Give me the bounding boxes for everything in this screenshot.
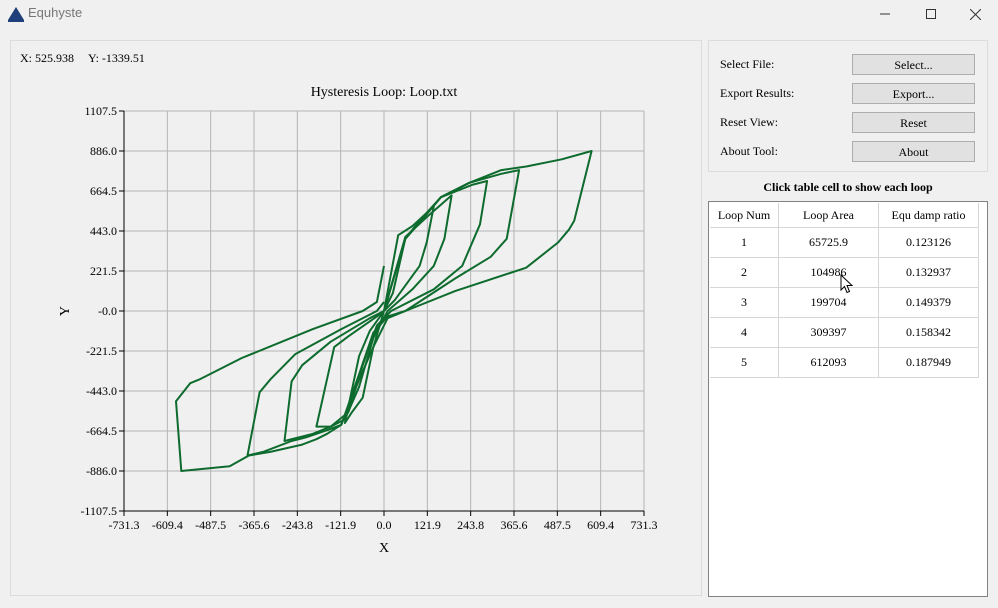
window-title: Equhyste [28, 5, 83, 20]
close-button[interactable] [952, 0, 998, 28]
y-tick-label: -1107.5 [80, 504, 117, 518]
y-tick-label: -221.5 [86, 344, 117, 358]
table-cell[interactable]: 4 [710, 317, 779, 348]
maximize-button[interactable] [908, 0, 954, 28]
table-cell[interactable]: 0.132937 [878, 257, 979, 288]
column-header-loop-area: Loop Area [778, 203, 879, 228]
y-tick-label: 221.5 [90, 264, 117, 278]
about-tool-label: About Tool: [720, 144, 778, 158]
table-row: 1 65725.9 0.123126 [710, 227, 979, 258]
hysteresis-loop-5 [343, 205, 435, 424]
mouse-cursor-icon [840, 274, 854, 294]
loop-table: Loop Num Loop Area Equ damp ratio 1 6572… [710, 203, 979, 378]
minimize-icon [880, 13, 890, 15]
table-cell[interactable]: 199704 [778, 287, 879, 318]
minimize-button[interactable] [862, 0, 908, 28]
x-tick-label: -609.4 [152, 518, 183, 532]
x-tick-label: 731.3 [631, 518, 658, 532]
table-cell[interactable]: 0.149379 [878, 287, 979, 318]
reset-button[interactable]: Reset [852, 112, 975, 133]
column-header-damp-ratio: Equ damp ratio [878, 203, 979, 228]
x-tick-label: -731.3 [109, 518, 140, 532]
close-icon [969, 8, 981, 20]
table-row: 5 612093 0.187949 [710, 347, 979, 378]
table-cell[interactable]: 612093 [778, 347, 879, 378]
table-cell[interactable]: 2 [710, 257, 779, 288]
x-tick-label: -243.8 [282, 518, 313, 532]
x-tick-label: -121.9 [325, 518, 356, 532]
table-row: 3 199704 0.149379 [710, 287, 979, 318]
x-tick-label: 243.8 [457, 518, 484, 532]
chart-panel[interactable]: X: 525.938 Y: -1339.51 -731.3 -609.4 -487.5… [10, 40, 702, 596]
hysteresis-loop-3 [283, 180, 489, 442]
title-bar: Equhyste [0, 0, 998, 28]
hysteresis-chart[interactable]: -731.3 -609.4 -487.5 -365.6 -243.8 -121.9 0.0 1… [11, 41, 701, 595]
y-axis-label: Y [58, 306, 73, 316]
select-file-button[interactable]: Select... [852, 54, 975, 75]
table-cell[interactable]: 1 [710, 227, 779, 258]
reset-view-label: Reset View: [720, 115, 779, 129]
x-tick-label: 121.9 [414, 518, 441, 532]
table-cell[interactable]: 309397 [778, 317, 879, 348]
table-row: 2 104986 0.132937 [710, 257, 979, 288]
coordinate-readout: X: 525.938 Y: -1339.51 [20, 51, 159, 66]
y-tick-label: -664.5 [86, 424, 117, 438]
table-header-row: Loop Num Loop Area Equ damp ratio [710, 203, 979, 228]
x-tick-label: -365.6 [239, 518, 270, 532]
table-cell[interactable]: 104986 [778, 257, 879, 288]
y-tick-label: 443.0 [90, 224, 117, 238]
x-coordinate: X: 525.938 [20, 51, 74, 65]
maximize-icon [926, 9, 936, 19]
table-cell[interactable]: 65725.9 [778, 227, 879, 258]
x-tick-label: -487.5 [195, 518, 226, 532]
y-tick-label: -886.0 [86, 464, 117, 478]
table-cell[interactable]: 0.158342 [878, 317, 979, 348]
table-caption: Click table cell to show each loop [763, 180, 933, 194]
table-cell[interactable]: 0.123126 [878, 227, 979, 258]
y-tick-label: -443.0 [86, 384, 117, 398]
x-axis-label: X [379, 541, 389, 556]
table-cell[interactable]: 5 [710, 347, 779, 378]
y-tick-label: 1107.5 [84, 104, 117, 118]
y-coordinate: Y: -1339.51 [88, 51, 145, 65]
loop-table-container: Loop Num Loop Area Equ damp ratio 1 6572… [708, 201, 988, 597]
about-button[interactable]: About [852, 141, 975, 162]
x-tick-label: 609.4 [587, 518, 614, 532]
app-logo-icon [8, 7, 24, 22]
y-tick-label: -0.0 [98, 304, 117, 318]
select-file-label: Select File: [720, 57, 775, 71]
control-panel: Select File: Select... Export Results: E… [708, 40, 988, 172]
table-cell[interactable]: 0.187949 [878, 347, 979, 378]
export-button[interactable]: Export... [852, 83, 975, 104]
table-row: 4 309397 0.158342 [710, 317, 979, 348]
y-tick-label: 886.0 [90, 144, 117, 158]
y-tick-label: 664.5 [90, 184, 117, 198]
x-tick-label: 0.0 [377, 518, 392, 532]
x-tick-label: 487.5 [544, 518, 571, 532]
x-tick-label: 365.6 [501, 518, 528, 532]
column-header-loop-num: Loop Num [710, 203, 779, 228]
table-cell[interactable]: 3 [710, 287, 779, 318]
chart-title: Hysteresis Loop: Loop.txt [311, 85, 458, 100]
hysteresis-loop-4 [315, 194, 453, 428]
export-results-label: Export Results: [720, 86, 795, 100]
